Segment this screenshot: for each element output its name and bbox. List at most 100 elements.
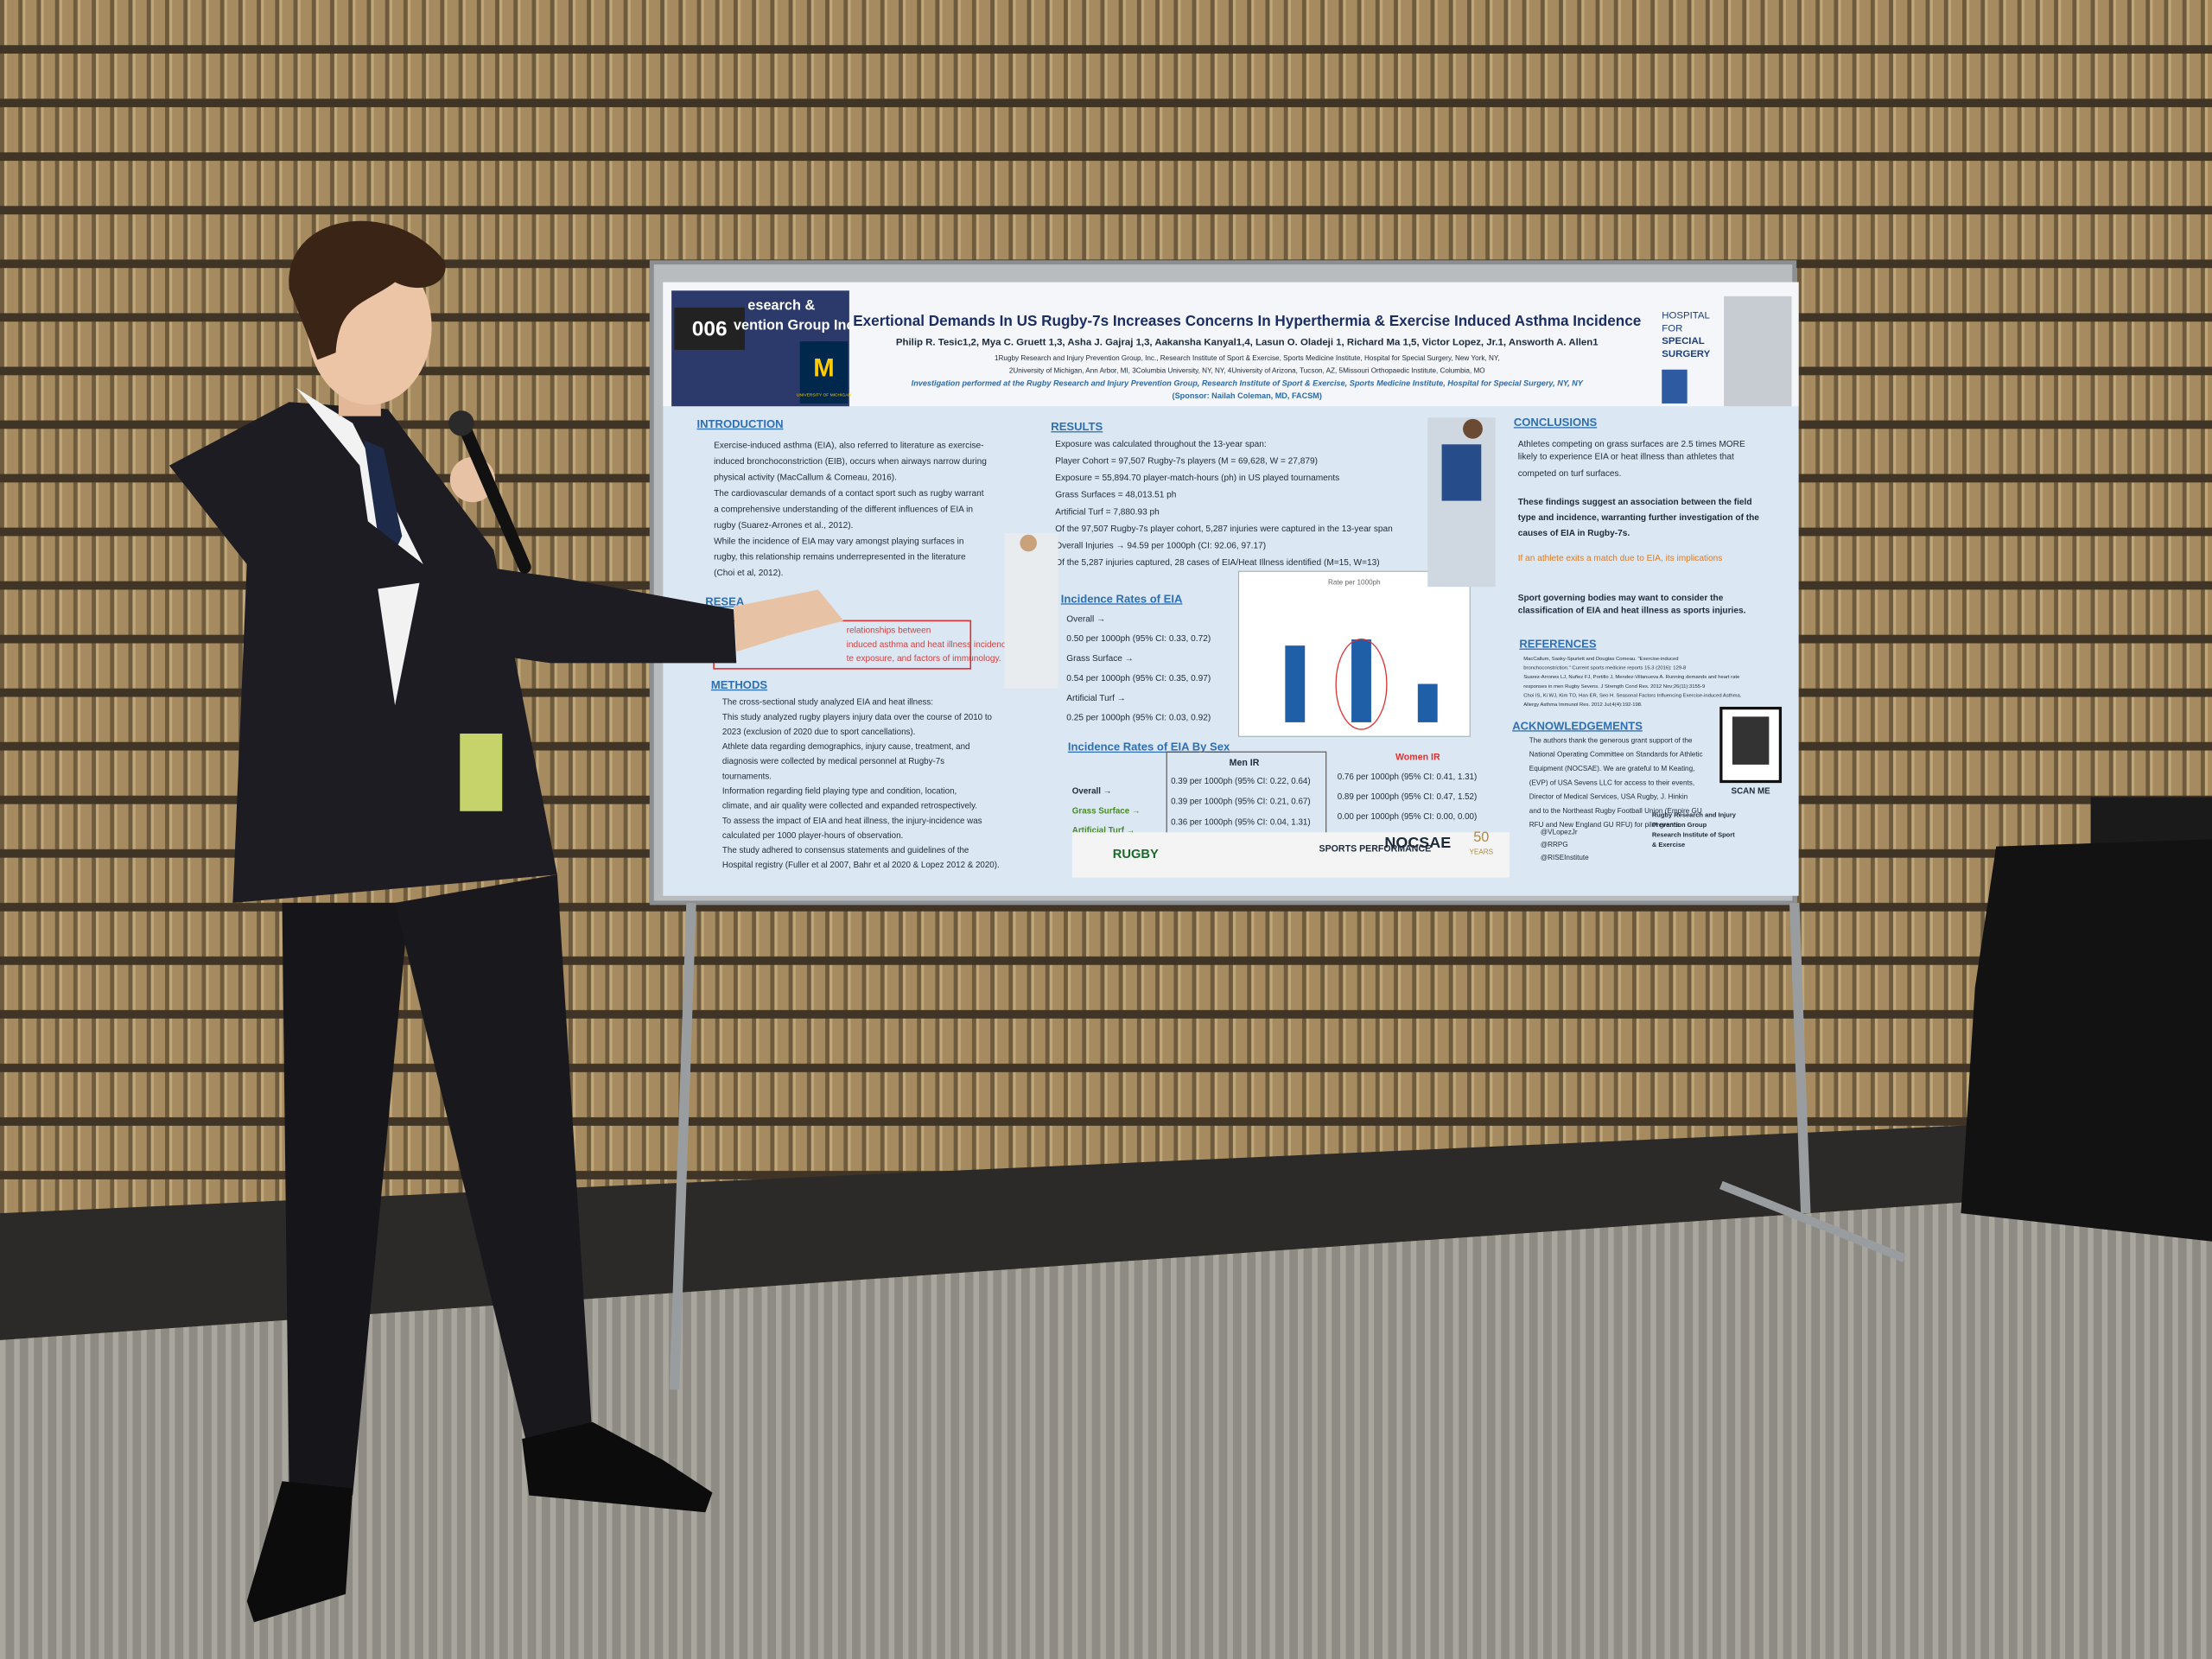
microphone <box>456 416 531 574</box>
hss-building <box>1724 296 1792 407</box>
logo-text: vention Group Inc. <box>734 317 858 333</box>
poster-authors: Philip R. Tesic1,2, Mya C. Gruett 1,3, A… <box>896 338 1599 348</box>
mic-head <box>448 410 474 436</box>
poster-line: Exposure = 55,894.70 player-match-hours … <box>1055 474 1339 483</box>
poster-line: While the incidence of EIA may vary amon… <box>714 537 963 546</box>
table-cloth <box>1961 839 2212 1242</box>
poster-line: RFU and New England GU RFU) for pilot gr… <box>1529 821 1681 829</box>
poster-line: induced bronchoconstriction (EIB), occur… <box>714 457 987 467</box>
poster-line: 0.50 per 1000ph (95% CI: 0.33, 0.72) <box>1066 634 1211 644</box>
row-label: Grass Surface → <box>1072 806 1141 816</box>
social-handle: @RISEInstitute <box>1541 854 1589 861</box>
table-cell: 0.00 per 1000ph (95% CI: 0.00, 0.00) <box>1338 812 1478 822</box>
poster-line: Artificial Turf → <box>1066 694 1126 703</box>
rugby-head <box>1463 418 1483 439</box>
poster-line: Information regarding field playing type… <box>722 787 957 797</box>
section-heading: RESEA <box>705 595 745 608</box>
shirt <box>296 387 423 706</box>
logo-strip <box>1071 832 1510 878</box>
poster-line: causes of EIA in Rugby-7s. <box>1518 529 1630 538</box>
poster-line: Of the 97,507 Rugby-7s player cohort, 5,… <box>1055 524 1393 534</box>
poster-line: Player Cohort = 97,507 Rugby-7s players … <box>1055 457 1318 467</box>
poster-affiliation: 1Rugby Research and Injury Prevention Gr… <box>995 354 1500 362</box>
poster-line: likely to experience EIA or heat illness… <box>1518 453 1734 462</box>
player-head <box>1020 534 1037 552</box>
poster-line: Allergy Asthma Immunol Res. 2012 Jul;4(4… <box>1523 702 1643 708</box>
number-box <box>674 307 746 350</box>
poster-line: Sport governing bodies may want to consi… <box>1518 594 1724 603</box>
social-handle: @VLopezJr <box>1541 828 1578 836</box>
poster-line: The authors thank the generous grant sup… <box>1529 736 1693 744</box>
poster-line: The cross-sectional study analyzed EIA a… <box>722 698 933 708</box>
table-header: Women IR <box>1395 753 1440 763</box>
section-heading: METHODS <box>711 678 768 691</box>
social-handle: @RRPG <box>1541 841 1568 849</box>
poster-line: MacCallum, Sasky-Spurlett and Douglas Co… <box>1523 657 1678 662</box>
extended-arm <box>451 564 737 664</box>
poster-line: To assess the impact of EIA and heat ill… <box>722 817 982 826</box>
poster-line: induced asthma and heat illness incidenc… <box>847 640 1011 650</box>
left-shoe <box>246 1481 353 1623</box>
table-header: Men IR <box>1230 758 1260 768</box>
scan-me: SCAN ME <box>1732 787 1771 797</box>
table-cell: 0.39 per 1000ph (95% CI: 0.22, 0.64) <box>1171 777 1311 786</box>
sponsor-logo: 50 <box>1473 830 1489 845</box>
chart-title: Rate per 1000ph <box>1328 578 1381 586</box>
poster-line: diagnosis were collected by medical pers… <box>722 757 944 766</box>
poster-line: te exposure, and factors of immunology. <box>847 654 1001 664</box>
poster-title: Exertional Demands In US Rugby-7s Increa… <box>853 312 1641 329</box>
table-cell: 0.39 per 1000ph (95% CI: 0.21, 0.67) <box>1171 798 1311 807</box>
poster-line: The cardiovascular demands of a contact … <box>714 489 984 499</box>
poster-line: responses in men Rugby Sevens. J Strengt… <box>1523 684 1705 690</box>
raised-arm <box>211 451 452 593</box>
poster-line: tournaments. <box>722 772 772 781</box>
row-label: Artificial Turf → <box>1072 826 1135 836</box>
poster-affiliation: 2University of Michigan, Ann Arbor, MI, … <box>1009 367 1485 375</box>
hss-logo-text: FOR <box>1662 323 1682 334</box>
poster-line: climate, and air quality were collected … <box>722 802 977 811</box>
right-leg <box>395 874 593 1453</box>
poster-line: Exposure was calculated throughout the 1… <box>1055 440 1266 449</box>
section-heading: REFERENCES <box>1519 638 1596 651</box>
poster-line: 0.54 per 1000ph (95% CI: 0.35, 0.97) <box>1066 674 1211 683</box>
player-photo <box>1004 533 1058 689</box>
poster-line: type and incidence, warranting further i… <box>1518 513 1760 523</box>
poster-line: National Operating Committee on Standard… <box>1529 751 1703 759</box>
group-name: Prevention Group <box>1652 821 1707 829</box>
poster-line: Hospital registry (Fuller et al 2007, Ba… <box>722 861 1000 870</box>
poster-line: Athlete data regarding demographics, inj… <box>722 742 970 752</box>
sponsor-logo: RUGBY <box>1113 848 1159 861</box>
poster-line: Artificial Turf = 7,880.93 ph <box>1055 507 1160 517</box>
poster-line: Choi IS, Ki WJ, Kim TO, Han ER, Seo H. S… <box>1523 693 1742 698</box>
sponsor-logo: SPORTS PERFORMANCE <box>1319 844 1432 855</box>
hss-logo-text: HOSPITAL <box>1662 311 1710 321</box>
highlight-circle <box>1335 638 1388 730</box>
poster-line: and to the Northeast Rugby Football Unio… <box>1529 807 1702 815</box>
poster-line: 2023 (exclusion of 2020 due to sport can… <box>722 728 915 737</box>
left-leg <box>282 902 410 1496</box>
hair <box>289 220 446 360</box>
poster-line: Suarez-Arrones LJ, Nuñez FJ, Portillo J,… <box>1523 675 1739 680</box>
hss-mark <box>1662 369 1688 404</box>
section-heading: Incidence Rates of EIA By Sex <box>1068 741 1230 753</box>
table-cell: 0.36 per 1000ph (95% CI: 0.04, 1.31) <box>1171 817 1311 827</box>
stand-leg <box>1789 902 1811 1214</box>
group-name: Research Institute of Sport <box>1652 831 1735 839</box>
table-cell: 0.89 per 1000ph (95% CI: 0.47, 1.52) <box>1338 792 1478 802</box>
chart-bar <box>1285 645 1306 722</box>
stand-foot <box>1719 1180 1906 1262</box>
section-heading: CONCLUSIONS <box>1514 416 1598 429</box>
poster-line: Grass Surface → <box>1066 654 1134 664</box>
poster-line: bronchoconstriction." Current sports med… <box>1523 666 1686 671</box>
michigan-m: M <box>813 354 834 383</box>
section-heading: RESULTS <box>1051 420 1103 433</box>
poster-line: These findings suggest an association be… <box>1518 498 1752 507</box>
section-heading: ACKNOWLEDGEMENTS <box>1512 719 1643 732</box>
chart-bar <box>1417 683 1438 722</box>
poster-sponsor: (Sponsor: Nailah Coleman, MD, FACSM) <box>1173 391 1322 400</box>
rugby-jersey <box>1441 444 1482 501</box>
right-shoe <box>522 1421 713 1513</box>
poster-line: Overall Injuries → 94.59 per 1000ph (CI:… <box>1055 542 1266 551</box>
